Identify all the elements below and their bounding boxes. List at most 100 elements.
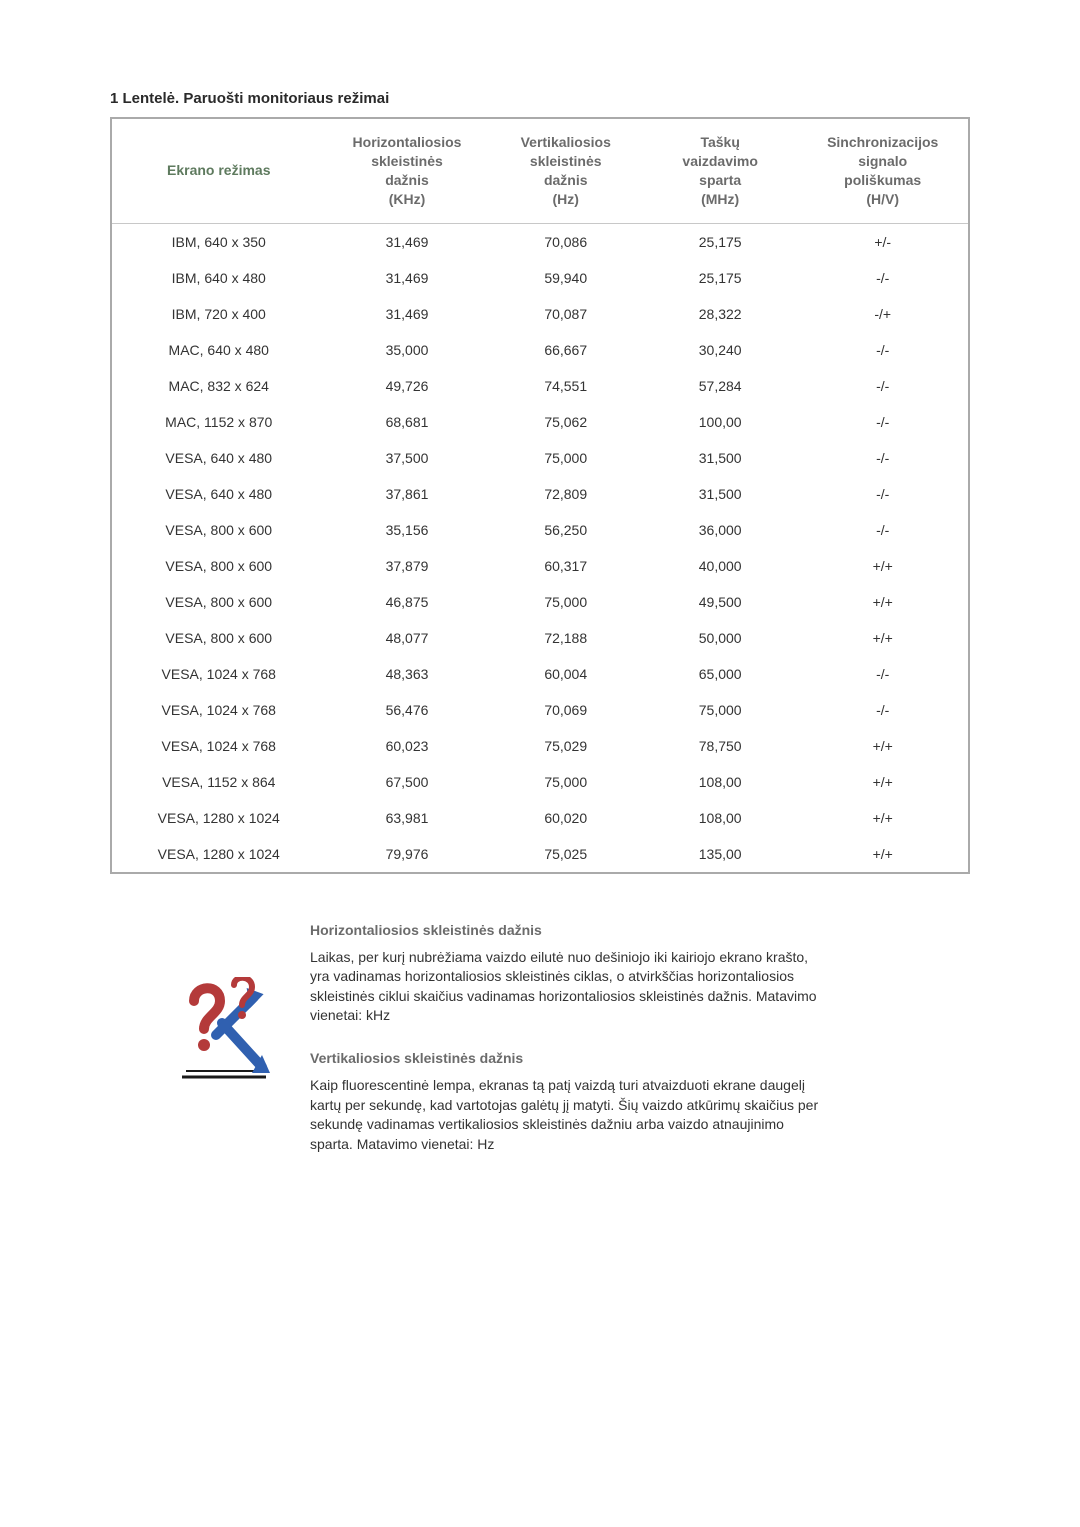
table-cell: 31,469 <box>326 223 489 260</box>
table-cell: VESA, 800 x 600 <box>111 548 326 584</box>
table-cell: +/+ <box>797 764 969 800</box>
table-cell: 68,681 <box>326 404 489 440</box>
table-cell: 31,469 <box>326 260 489 296</box>
table-cell: 75,062 <box>489 404 643 440</box>
table-cell: VESA, 800 x 600 <box>111 512 326 548</box>
table-cell: 65,000 <box>643 656 797 692</box>
table-cell: 70,069 <box>489 692 643 728</box>
table-row: VESA, 800 x 60048,07772,18850,000+/+ <box>111 620 969 656</box>
table-cell: -/- <box>797 440 969 476</box>
table-row: VESA, 640 x 48037,86172,80931,500-/- <box>111 476 969 512</box>
table-cell: -/- <box>797 332 969 368</box>
table-cell: MAC, 832 x 624 <box>111 368 326 404</box>
table-cell: 28,322 <box>643 296 797 332</box>
table-cell: 75,000 <box>489 584 643 620</box>
table-cell: 48,077 <box>326 620 489 656</box>
table-cell: VESA, 1024 x 768 <box>111 728 326 764</box>
table-cell: 31,469 <box>326 296 489 332</box>
table-cell: 75,025 <box>489 836 643 873</box>
table-cell: -/- <box>797 368 969 404</box>
table-cell: VESA, 640 x 480 <box>111 440 326 476</box>
table-cell: 30,240 <box>643 332 797 368</box>
table-row: IBM, 640 x 48031,46959,94025,175-/- <box>111 260 969 296</box>
table-cell: +/+ <box>797 728 969 764</box>
table-cell: IBM, 720 x 400 <box>111 296 326 332</box>
table-cell: 74,551 <box>489 368 643 404</box>
def-heading-vertical: Vertikaliosios skleistinės dažnis <box>310 1050 940 1066</box>
table-cell: +/- <box>797 223 969 260</box>
table-cell: 36,000 <box>643 512 797 548</box>
definitions-section: Horizontaliosios skleistinės dažnis Laik… <box>110 922 970 1179</box>
table-cell: VESA, 800 x 600 <box>111 584 326 620</box>
table-cell: VESA, 1280 x 1024 <box>111 800 326 836</box>
def-body-horizontal: Laikas, per kurį nubrėžiama vaizdo eilut… <box>310 948 830 1026</box>
table-cell: 70,087 <box>489 296 643 332</box>
table-row: VESA, 1024 x 76856,47670,06975,000-/- <box>111 692 969 728</box>
table-row: MAC, 1152 x 87068,68175,062100,00-/- <box>111 404 969 440</box>
page-title: 1 Lentelė. Paruošti monitoriaus režimai <box>110 90 970 107</box>
def-body-vertical: Kaip fluorescentinė lempa, ekranas tą pa… <box>310 1076 830 1154</box>
table-cell: 100,00 <box>643 404 797 440</box>
table-cell: 59,940 <box>489 260 643 296</box>
table-cell: 75,029 <box>489 728 643 764</box>
table-cell: 37,879 <box>326 548 489 584</box>
table-cell: 37,500 <box>326 440 489 476</box>
table-cell: 75,000 <box>489 440 643 476</box>
table-cell: 66,667 <box>489 332 643 368</box>
table-cell: 135,00 <box>643 836 797 873</box>
table-row: VESA, 1152 x 86467,50075,000108,00+/+ <box>111 764 969 800</box>
table-cell: 60,023 <box>326 728 489 764</box>
table-cell: -/+ <box>797 296 969 332</box>
table-cell: IBM, 640 x 480 <box>111 260 326 296</box>
col-header-mode: Ekrano režimas <box>111 118 326 223</box>
table-cell: 57,284 <box>643 368 797 404</box>
table-cell: 79,976 <box>326 836 489 873</box>
table-cell: 72,809 <box>489 476 643 512</box>
table-row: VESA, 800 x 60037,87960,31740,000+/+ <box>111 548 969 584</box>
table-cell: 49,726 <box>326 368 489 404</box>
col-header-sync: Sinchronizacijossignalopoliškumas(H/V) <box>797 118 969 223</box>
table-cell: -/- <box>797 656 969 692</box>
table-cell: VESA, 1280 x 1024 <box>111 836 326 873</box>
table-cell: 60,004 <box>489 656 643 692</box>
table-row: IBM, 640 x 35031,46970,08625,175+/- <box>111 223 969 260</box>
table-cell: MAC, 1152 x 870 <box>111 404 326 440</box>
col-header-pixel: Taškųvaizdavimosparta(MHz) <box>643 118 797 223</box>
table-cell: +/+ <box>797 620 969 656</box>
def-heading-horizontal: Horizontaliosios skleistinės dažnis <box>310 922 940 938</box>
table-cell: 108,00 <box>643 764 797 800</box>
table-cell: +/+ <box>797 836 969 873</box>
table-cell: -/- <box>797 404 969 440</box>
table-cell: 67,500 <box>326 764 489 800</box>
table-cell: IBM, 640 x 350 <box>111 223 326 260</box>
table-cell: VESA, 640 x 480 <box>111 476 326 512</box>
table-cell: 56,476 <box>326 692 489 728</box>
modes-table: Ekrano režimas Horizontaliosiosskleistin… <box>110 117 970 874</box>
table-cell: 75,000 <box>489 764 643 800</box>
table-row: MAC, 832 x 62449,72674,55157,284-/- <box>111 368 969 404</box>
col-header-vfreq: Vertikaliosiosskleistinėsdažnis(Hz) <box>489 118 643 223</box>
table-row: MAC, 640 x 48035,00066,66730,240-/- <box>111 332 969 368</box>
table-cell: 75,000 <box>643 692 797 728</box>
table-cell: 35,000 <box>326 332 489 368</box>
table-header-row: Ekrano režimas Horizontaliosiosskleistin… <box>111 118 969 223</box>
table-cell: 40,000 <box>643 548 797 584</box>
table-cell: -/- <box>797 692 969 728</box>
table-cell: VESA, 800 x 600 <box>111 620 326 656</box>
table-row: VESA, 1024 x 76848,36360,00465,000-/- <box>111 656 969 692</box>
table-cell: 25,175 <box>643 260 797 296</box>
table-row: VESA, 1024 x 76860,02375,02978,750+/+ <box>111 728 969 764</box>
table-row: VESA, 1280 x 102463,98160,020108,00+/+ <box>111 800 969 836</box>
table-cell: 49,500 <box>643 584 797 620</box>
table-cell: 108,00 <box>643 800 797 836</box>
table-row: IBM, 720 x 40031,46970,08728,322-/+ <box>111 296 969 332</box>
table-row: VESA, 800 x 60035,15656,25036,000-/- <box>111 512 969 548</box>
table-cell: 37,861 <box>326 476 489 512</box>
table-row: VESA, 640 x 48037,50075,00031,500-/- <box>111 440 969 476</box>
table-cell: VESA, 1024 x 768 <box>111 692 326 728</box>
question-arrows-icon <box>164 977 284 1087</box>
table-cell: 50,000 <box>643 620 797 656</box>
table-row: VESA, 800 x 60046,87575,00049,500+/+ <box>111 584 969 620</box>
table-cell: +/+ <box>797 584 969 620</box>
table-cell: 60,317 <box>489 548 643 584</box>
